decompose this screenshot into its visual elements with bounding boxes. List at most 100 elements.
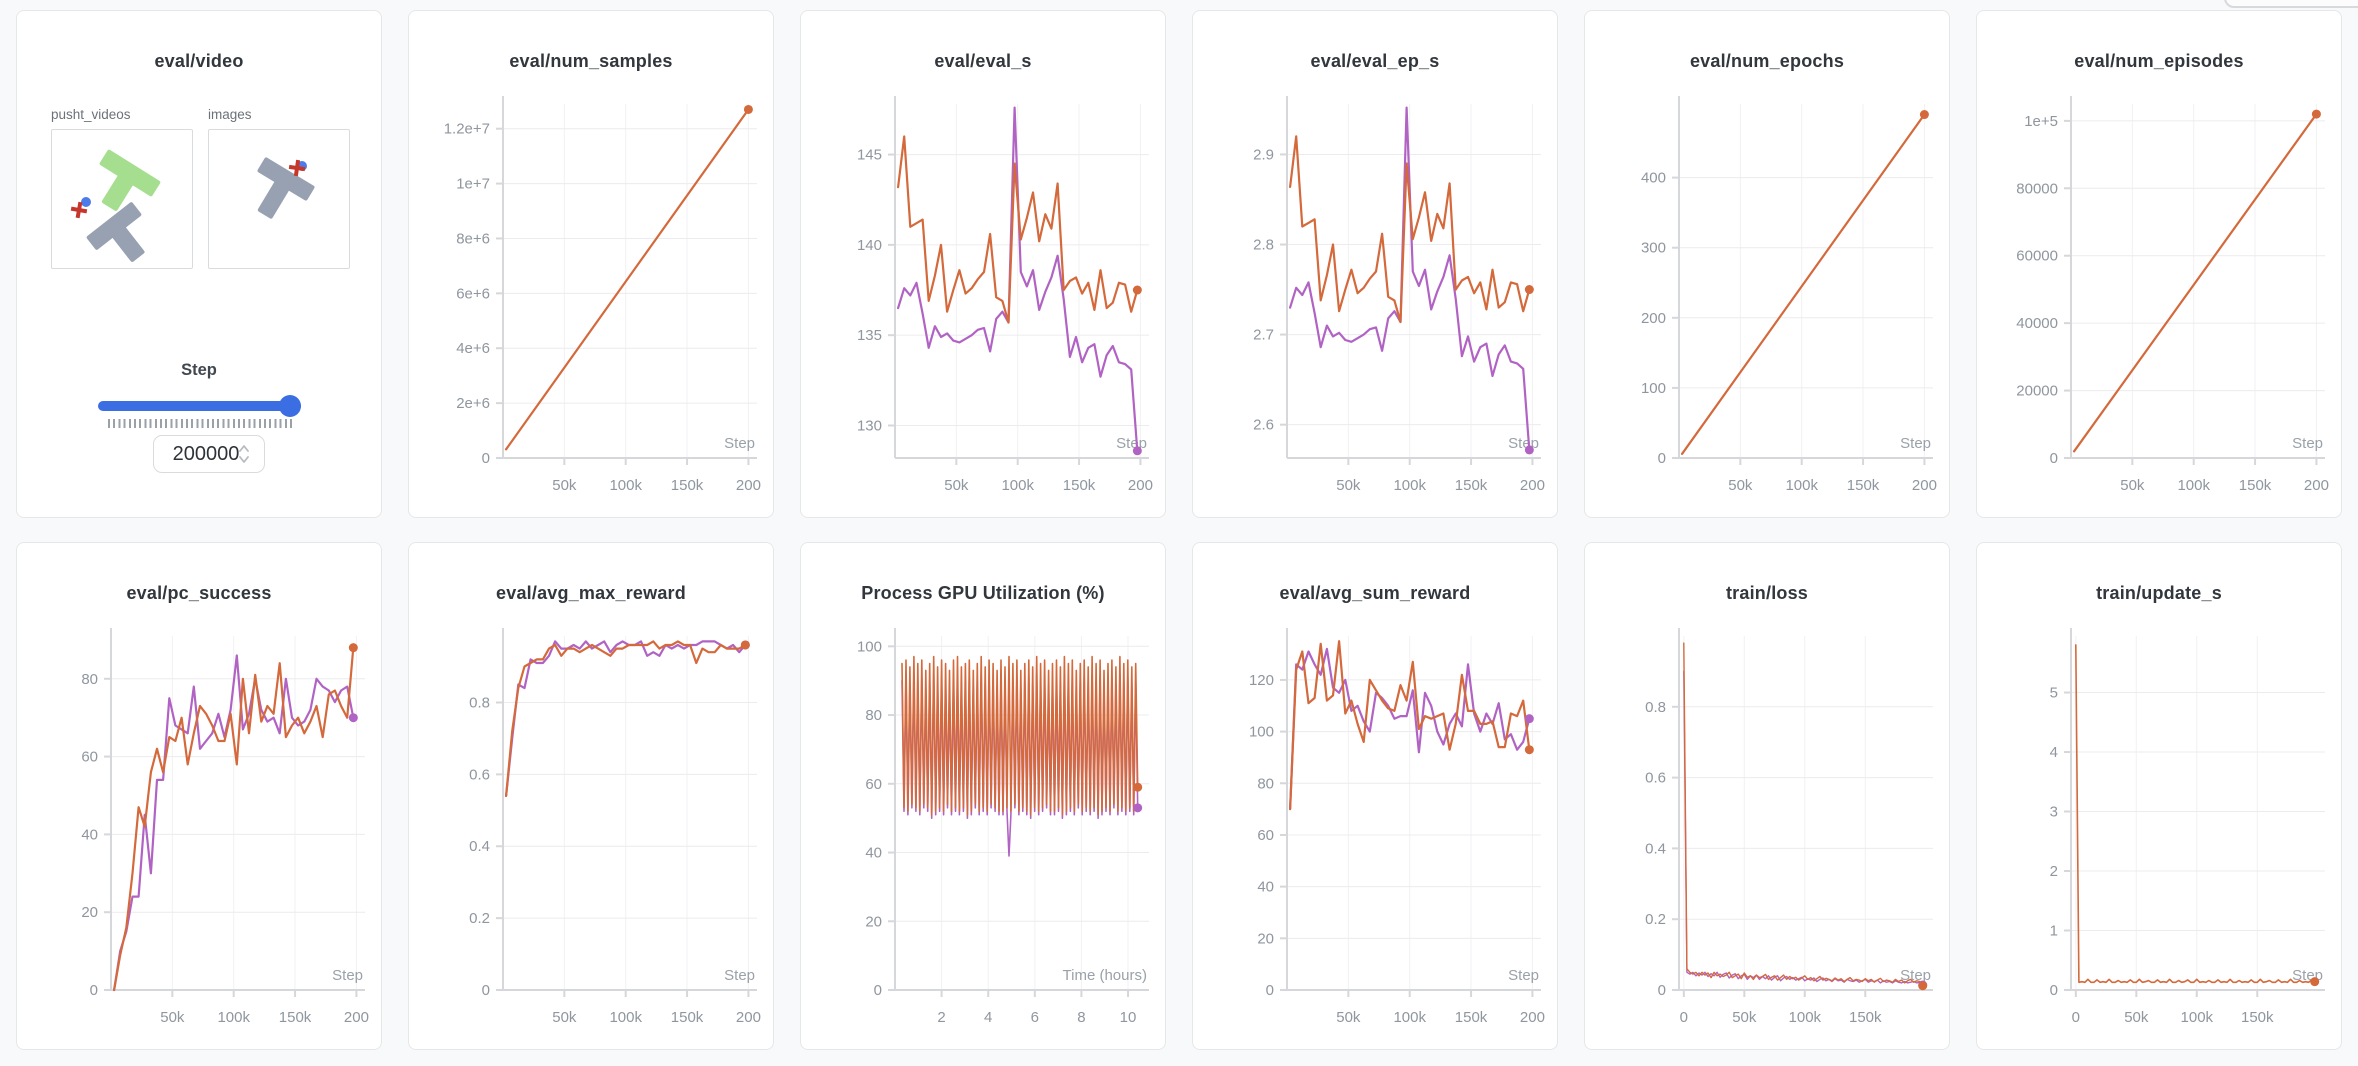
svg-text:5: 5: [2050, 685, 2058, 702]
panel-train-update-s: train/update_s 0 50k 100k 150k 0 1 2 3 4 5 Step: [1976, 542, 2342, 1050]
svg-text:Step: Step: [1508, 435, 1539, 452]
svg-text:50k: 50k: [552, 477, 577, 494]
svg-text:130: 130: [857, 417, 882, 434]
gray-tee-shape: [257, 157, 315, 219]
svg-text:20: 20: [865, 913, 882, 930]
svg-text:0.2: 0.2: [1645, 911, 1666, 928]
svg-text:100k: 100k: [1001, 477, 1034, 494]
chart-plot-area[interactable]: 50k 100k 150k 200 0 2e+6 4e+6 6e+6 8e+6 1e+7 1.2e+…: [409, 90, 773, 510]
svg-text:60: 60: [865, 776, 882, 793]
svg-text:80: 80: [865, 707, 882, 724]
svg-text:0.4: 0.4: [469, 838, 490, 855]
svg-text:Step: Step: [1116, 435, 1147, 452]
svg-text:1e+7: 1e+7: [456, 176, 490, 193]
svg-text:0: 0: [2050, 450, 2058, 467]
svg-text:Step: Step: [1900, 967, 1931, 984]
svg-text:100k: 100k: [1785, 477, 1818, 494]
svg-text:100k: 100k: [1393, 477, 1426, 494]
svg-text:0: 0: [90, 982, 98, 999]
chart-plot-area[interactable]: 50k 100k 150k 200 0 100 200 300 400 Step: [1585, 90, 1949, 510]
step-slider[interactable]: [98, 395, 301, 417]
svg-text:150k: 150k: [2239, 477, 2272, 494]
chart-plot-area[interactable]: 0 50k 100k 150k 0 0.2 0.4 0.6 0.8 Step: [1585, 622, 1949, 1042]
chart-title: eval/pc_success: [126, 583, 272, 603]
svg-text:80: 80: [81, 671, 98, 688]
svg-text:8e+6: 8e+6: [456, 230, 490, 247]
svg-text:50k: 50k: [1336, 477, 1361, 494]
media-caption-pusht-videos: pusht_videos: [51, 107, 131, 122]
svg-text:150k: 150k: [671, 477, 704, 494]
svg-text:20000: 20000: [2016, 383, 2058, 400]
chart-plot-area[interactable]: 50k 100k 150k 200 0 20 40 60 80 100 120 Step: [1193, 622, 1557, 1042]
svg-text:200: 200: [1912, 477, 1937, 494]
svg-text:2.8: 2.8: [1253, 237, 1274, 254]
svg-text:100k: 100k: [609, 1009, 642, 1026]
chevron-down-icon: [239, 456, 249, 463]
svg-text:135: 135: [857, 327, 882, 344]
chart-plot-area[interactable]: 2 4 6 8 10 0 20 40 60 80 100 Time (hours): [801, 622, 1165, 1042]
panel-eval-num-episodes: eval/num_episodes 50k 100k 150k 200 0 20000 40…: [1976, 10, 2342, 518]
svg-text:150k: 150k: [1063, 477, 1096, 494]
svg-text:0.2: 0.2: [469, 910, 490, 927]
chart-plot-area[interactable]: 50k 100k 150k 200 0 20 40 60 80 Step: [17, 622, 381, 1042]
svg-text:100: 100: [857, 638, 882, 655]
chart-plot-area[interactable]: 0 50k 100k 150k 0 1 2 3 4 5 Step: [1977, 622, 2341, 1042]
panel-train-loss: train/loss 0 50k 100k 150k 0 0.2 0.4 0.6 0.8 Step: [1584, 542, 1950, 1050]
svg-text:50k: 50k: [552, 1009, 577, 1026]
target-cross-icon: [70, 201, 88, 219]
svg-text:60000: 60000: [2016, 248, 2058, 265]
chart-plot-area[interactable]: 50k 100k 150k 200 0 20000 40000 60000 80000 1e+5 S…: [1977, 90, 2341, 510]
svg-text:50k: 50k: [1336, 1009, 1361, 1026]
svg-text:50k: 50k: [2124, 1009, 2149, 1026]
panel-eval-eval-s: eval/eval_s 50k 100k 150k 200 130 135 140 145 St…: [800, 10, 1166, 518]
chart-plot-area[interactable]: 50k 100k 150k 200 2.6 2.7 2.8 2.9 Step: [1193, 90, 1557, 510]
svg-text:2e+6: 2e+6: [456, 395, 490, 412]
svg-text:200: 200: [344, 1009, 369, 1026]
panel-title: eval/video: [154, 51, 244, 71]
media-thumbnail-images[interactable]: [208, 129, 350, 269]
svg-text:400: 400: [1641, 170, 1666, 187]
svg-text:8: 8: [1077, 1009, 1085, 1026]
chart-title: eval/num_epochs: [1689, 51, 1845, 71]
svg-text:4e+6: 4e+6: [456, 340, 490, 357]
svg-text:0: 0: [2072, 1009, 2080, 1026]
chart-title: Process GPU Utilization (%): [861, 583, 1105, 603]
svg-text:200: 200: [1520, 1009, 1545, 1026]
svg-text:200: 200: [736, 477, 761, 494]
svg-text:80: 80: [1257, 775, 1274, 792]
chart-plot-area[interactable]: 50k 100k 150k 200 130 135 140 145 Step: [801, 90, 1165, 510]
svg-text:300: 300: [1641, 240, 1666, 257]
svg-text:1: 1: [2050, 923, 2058, 940]
svg-text:100k: 100k: [609, 477, 642, 494]
step-value-input[interactable]: [168, 442, 244, 466]
svg-text:Step: Step: [332, 967, 363, 984]
svg-text:100: 100: [1641, 380, 1666, 397]
chart-plot-area[interactable]: 50k 100k 150k 200 0 0.2 0.4 0.6 0.8 Step: [409, 622, 773, 1042]
green-tee-shape: [99, 149, 161, 211]
svg-text:150k: 150k: [671, 1009, 704, 1026]
step-spinner[interactable]: [238, 443, 250, 465]
svg-text:100k: 100k: [217, 1009, 250, 1026]
chart-title: eval/num_episodes: [2074, 51, 2244, 71]
svg-text:0: 0: [1658, 982, 1666, 999]
chart-title: eval/eval_ep_s: [1310, 51, 1440, 71]
chevron-up-icon: [239, 445, 249, 452]
panel-eval-avg-max-reward: eval/avg_max_reward 50k 100k 150k 200 0 0.2 0.…: [408, 542, 774, 1050]
svg-text:6e+6: 6e+6: [456, 285, 490, 302]
svg-text:50k: 50k: [160, 1009, 185, 1026]
svg-text:0: 0: [482, 450, 490, 467]
svg-text:100: 100: [1249, 724, 1274, 741]
svg-text:4: 4: [984, 1009, 992, 1026]
svg-text:Step: Step: [724, 967, 755, 984]
svg-text:50k: 50k: [1728, 477, 1753, 494]
svg-text:40: 40: [1257, 879, 1274, 896]
svg-text:0: 0: [874, 982, 882, 999]
step-slider-label: Step: [181, 361, 217, 379]
slider-handle[interactable]: [279, 395, 301, 417]
svg-text:0: 0: [1680, 1009, 1688, 1026]
slider-track[interactable]: [98, 401, 301, 411]
svg-text:4: 4: [2050, 744, 2058, 761]
svg-text:Step: Step: [1508, 967, 1539, 984]
svg-text:2: 2: [937, 1009, 945, 1026]
media-thumbnail-pusht-videos[interactable]: [51, 129, 193, 269]
